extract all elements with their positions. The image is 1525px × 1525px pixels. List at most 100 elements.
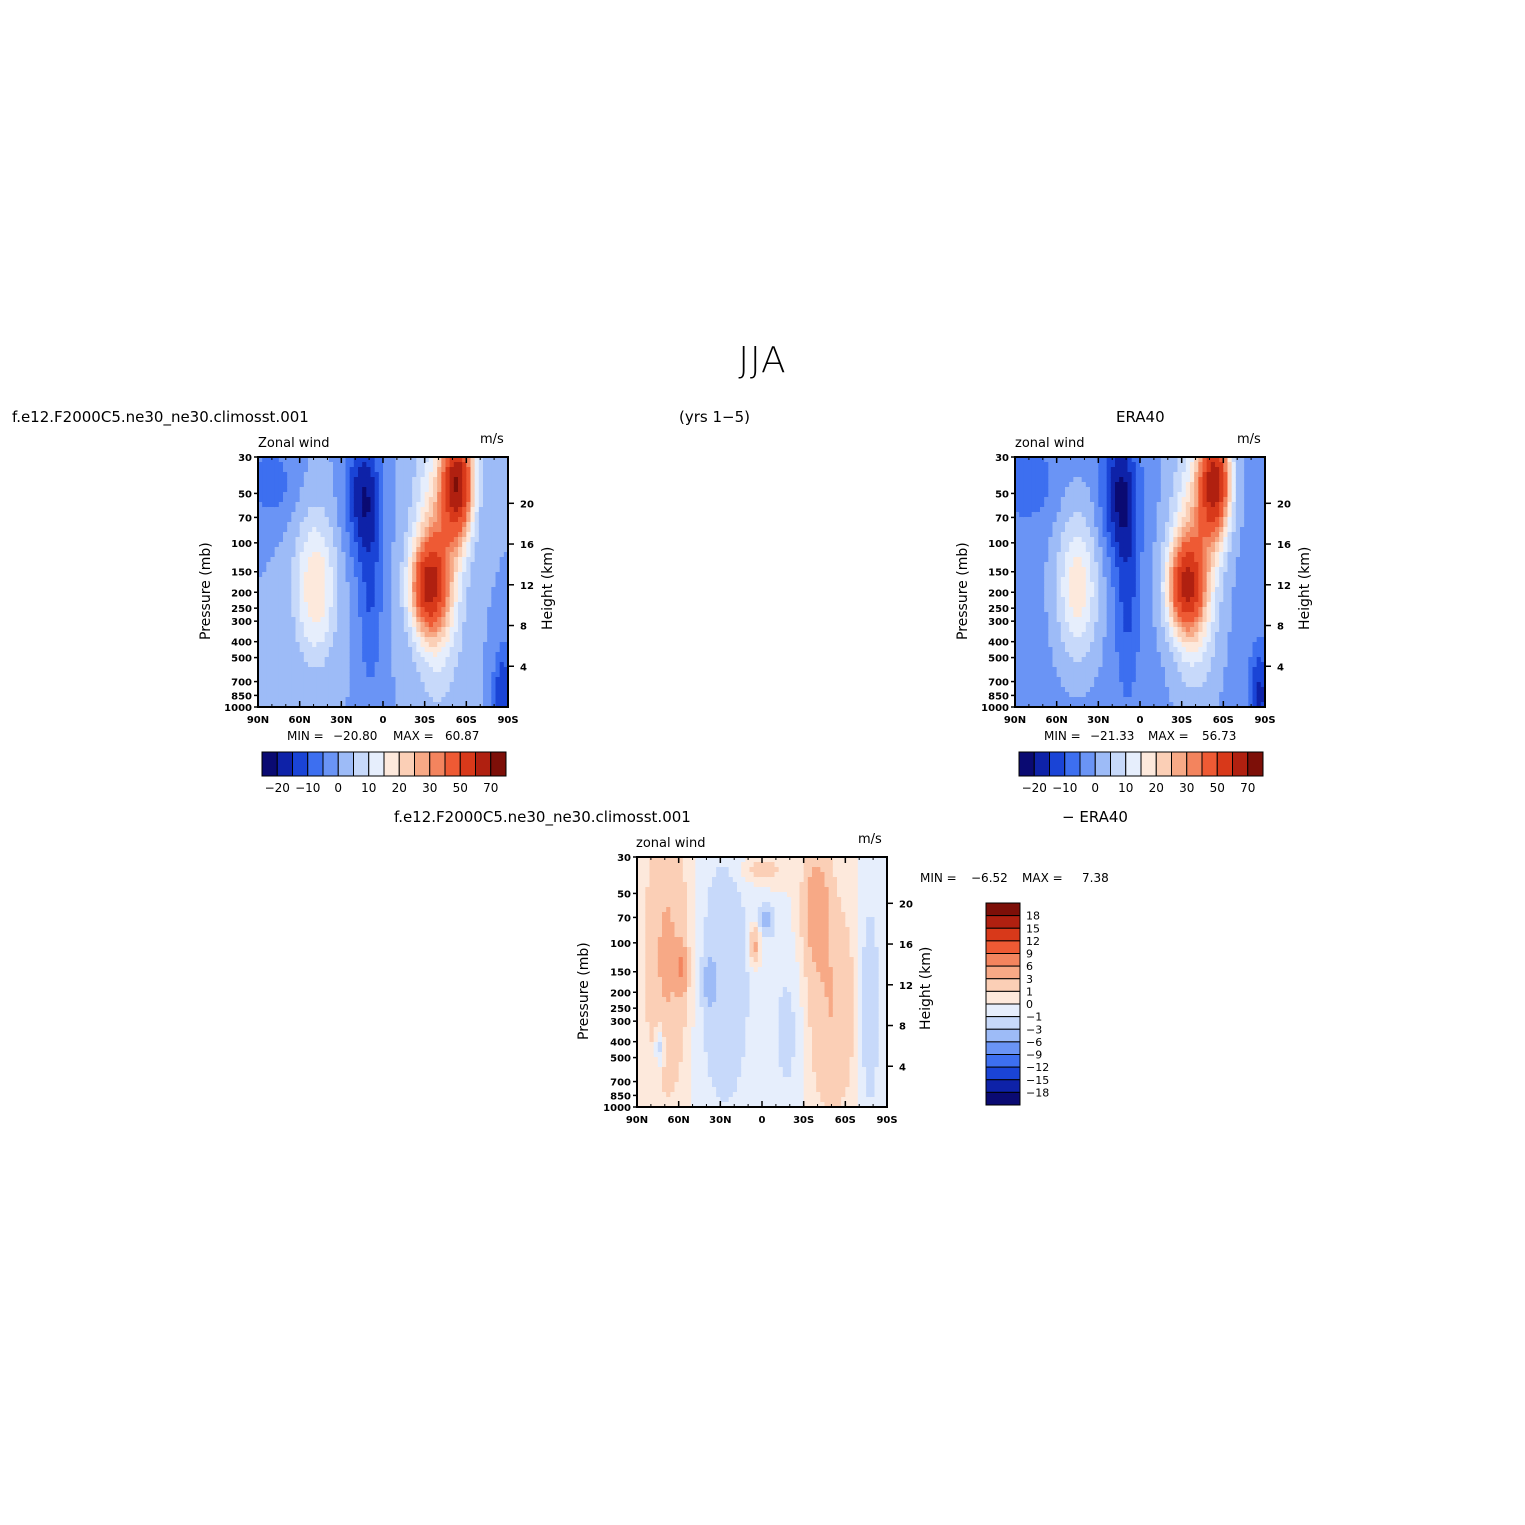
model-cell [466,587,472,593]
model-cell [495,667,501,673]
obs-cell [1019,547,1024,553]
obs-cell [1160,642,1166,648]
model-cell [262,657,267,663]
obs-cell [1090,662,1095,668]
model-cell [353,617,359,623]
model-cell [283,507,288,513]
model-cell [433,607,438,613]
obs-cell [1056,642,1062,648]
model-cell [420,517,426,523]
model-cell [441,537,447,543]
model-cell [270,647,276,653]
model-cell [362,697,367,703]
model-cell [470,532,476,538]
model-cell [408,497,413,503]
obs-cell [1165,497,1170,503]
obs-cell [1102,687,1108,693]
model-cell [303,502,309,508]
model-cell [445,562,451,568]
obs-cell [1035,622,1041,628]
model-cell [491,592,497,598]
obs-cell [1065,522,1070,528]
obs-cell [1073,652,1079,658]
obs-cell [1048,687,1054,693]
obs-cell [1169,512,1174,518]
model-cell [399,592,405,598]
model-cell [303,632,309,638]
obs-cell [1127,667,1133,673]
model-cell [433,692,438,698]
model-cell [316,482,322,488]
model-cell [278,662,284,668]
obs-cell [1123,582,1129,588]
obs-cell [1065,472,1070,478]
model-cell [437,592,442,598]
obs-cell [1052,627,1058,633]
obs-cell [1115,662,1120,668]
obs-cell [1119,587,1124,593]
model-cell [358,542,363,548]
model-cell [370,527,376,533]
obs-cell [1135,682,1141,688]
model-cell [312,672,317,678]
obs-cell [1085,527,1091,533]
model-cell [433,482,438,488]
obs-cell [1119,687,1124,693]
model-cell [445,577,451,583]
model-cell [328,472,334,478]
model-cell [262,677,267,683]
model-cell [308,457,313,463]
model-cell [312,632,317,638]
obs-cell [1040,497,1045,503]
model-cell [333,527,338,533]
model-cell [345,647,351,653]
model-cell [408,477,413,483]
obs-cell [1085,597,1091,603]
obs-cell [1148,502,1154,508]
model-cell [295,612,301,618]
model-cell [266,682,272,688]
model-cell [262,502,267,508]
obs-cell [1131,587,1137,593]
obs-cell [1144,507,1149,513]
model-cell [495,607,501,613]
obs-cell [1119,542,1124,548]
model-cell [358,627,363,633]
model-cell [395,557,401,563]
model-cell [399,662,405,668]
model-cell [420,527,426,533]
model-cell [303,697,309,703]
model-cell [295,597,301,603]
obs-cell [1040,642,1045,648]
obs-cell [1123,522,1129,528]
model-cell [316,667,322,673]
obs-cell [1110,532,1116,538]
obs-cell [1031,522,1037,528]
model-cell [278,542,284,548]
model-cell [470,692,476,698]
obs-cell [1031,682,1037,688]
obs-cell [1160,687,1166,693]
obs-cell [1023,692,1029,698]
obs-cell [1098,557,1104,563]
obs-cell [1144,702,1149,708]
obs-cell [1169,527,1174,533]
obs-cell [1048,527,1054,533]
model-cell [420,607,426,613]
model-cell [270,702,276,708]
obs-cell [1077,532,1083,538]
obs-cell [1019,572,1024,578]
obs-cell [1077,507,1083,513]
model-cell [395,652,401,658]
model-cell [441,582,447,588]
model-cell [391,697,397,703]
model-cell [420,637,426,643]
model-cell [312,642,317,648]
model-cell [258,512,263,518]
obs-cell [1156,622,1162,628]
model-cell [341,457,347,463]
model-cell [478,567,484,573]
model-cell [312,667,317,673]
obs-cell [1019,677,1024,683]
obs-cell [1110,587,1116,593]
